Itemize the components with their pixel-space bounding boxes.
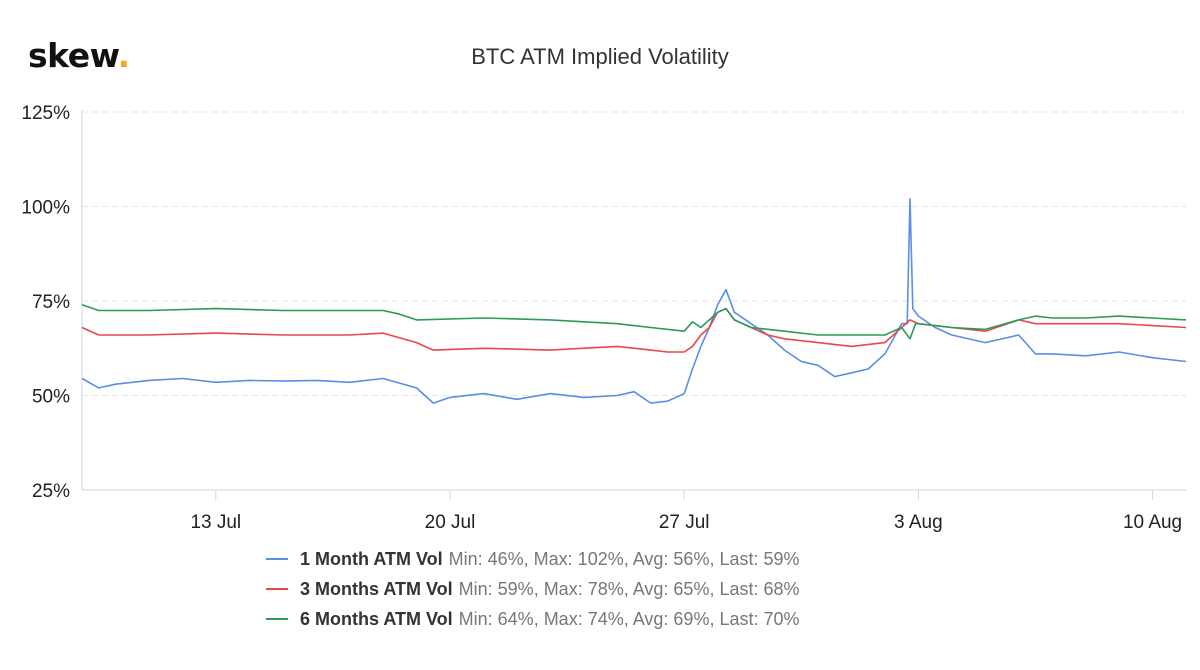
y-tick-label: 125% xyxy=(21,103,70,124)
legend-item[interactable]: 1 Month ATM Vol Min: 46%, Max: 102%, Avg:… xyxy=(266,544,800,574)
legend-swatch xyxy=(266,588,288,590)
legend-item[interactable]: 3 Months ATM Vol Min: 59%, Max: 78%, Avg:… xyxy=(266,574,800,604)
legend-series-name: 1 Month ATM Vol xyxy=(300,548,443,569)
legend-series-name: 6 Months ATM Vol xyxy=(300,608,453,629)
legend-item[interactable]: 6 Months ATM Vol Min: 64%, Max: 74%, Avg:… xyxy=(266,604,800,634)
y-tick-label: 50% xyxy=(32,387,70,408)
series-line xyxy=(81,304,1187,340)
legend-series-stats: Min: 59%, Max: 78%, Avg: 65%, Last: 68% xyxy=(458,578,800,599)
x-tick-label: 27 Jul xyxy=(659,512,710,533)
legend-series-stats: Min: 46%, Max: 102%, Avg: 56%, Last: 59% xyxy=(448,548,800,569)
logo-dot: . xyxy=(117,36,130,75)
series-lines xyxy=(81,198,1187,404)
series-line xyxy=(81,198,1187,404)
legend-series-name: 3 Months ATM Vol xyxy=(300,578,453,599)
legend-series-stats: Min: 64%, Max: 74%, Avg: 69%, Last: 70% xyxy=(458,608,800,629)
y-tick-label: 75% xyxy=(32,292,70,313)
x-tick-label: 10 Aug xyxy=(1123,512,1182,533)
chart-title: BTC ATM Implied Volatility xyxy=(471,44,729,69)
axes xyxy=(81,110,1186,500)
x-tick-label: 3 Aug xyxy=(894,512,943,533)
grid-lines xyxy=(82,111,1186,396)
y-tick-label: 25% xyxy=(32,481,70,502)
x-tick-label: 20 Jul xyxy=(425,512,476,533)
legend-swatch xyxy=(266,558,288,560)
series-line xyxy=(81,307,1187,353)
legend: 1 Month ATM Vol Min: 46%, Max: 102%, Avg:… xyxy=(266,544,800,634)
logo-text: skew xyxy=(28,36,118,75)
legend-swatch xyxy=(266,618,288,620)
y-tick-label: 100% xyxy=(21,198,70,219)
brand-logo: skew. xyxy=(28,36,130,75)
x-tick-label: 13 Jul xyxy=(190,512,241,533)
tick-labels: 25% 50% 75% 100% 125% 13 Jul 20 Jul 27 Jul 3 Aug… xyxy=(21,103,1182,533)
